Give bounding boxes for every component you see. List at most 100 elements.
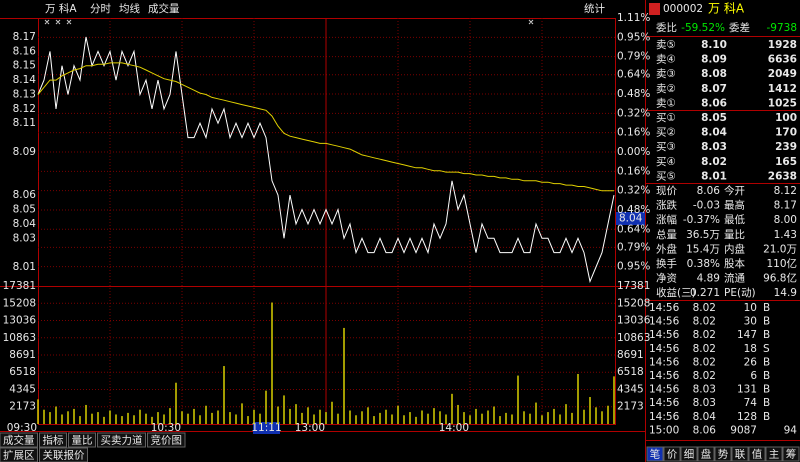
tab-label[interactable]: 扩展区 xyxy=(3,449,35,462)
trade-side: B xyxy=(763,370,770,382)
volume-bar xyxy=(601,411,603,424)
order-price: 8.06 xyxy=(701,97,727,109)
trade-price: 8.02 xyxy=(693,343,716,355)
volume-bar xyxy=(571,412,573,424)
side-tab-label[interactable]: 主 xyxy=(769,449,780,461)
tab-label[interactable]: 买卖力道 xyxy=(101,434,143,447)
order-volume: 170 xyxy=(775,127,797,139)
volume-tick-label: 4345 xyxy=(9,384,36,396)
side-tab[interactable] xyxy=(714,446,732,462)
volume-bar xyxy=(553,408,555,424)
percent-tick-label: 0.48% xyxy=(617,88,650,100)
volume-bar xyxy=(595,407,597,424)
volume-bar xyxy=(319,409,321,424)
volume-bar xyxy=(169,408,171,424)
trade-side: B xyxy=(763,384,770,396)
side-tab-label[interactable]: 细 xyxy=(684,448,695,461)
side-tab-label[interactable]: 价 xyxy=(667,449,678,461)
side-tab[interactable] xyxy=(697,446,715,462)
tab[interactable] xyxy=(0,432,38,448)
volume-bar xyxy=(187,413,189,424)
volume-tick-label: 6518 xyxy=(9,366,36,378)
tab[interactable] xyxy=(97,432,146,448)
trade-price: 8.03 xyxy=(693,384,716,396)
chart-frame xyxy=(38,18,616,425)
order-price: 8.08 xyxy=(701,68,727,80)
trade-time: 14:56 xyxy=(649,316,680,328)
trade-volume: 131 xyxy=(737,384,757,396)
tab-label[interactable]: 竞价图 xyxy=(151,434,183,447)
volume-bar xyxy=(127,412,129,424)
order-volume: 6636 xyxy=(768,54,797,66)
tab-label[interactable]: 成交量 xyxy=(3,434,35,447)
tab[interactable] xyxy=(39,432,67,448)
order-label: 买① xyxy=(656,112,676,124)
stat-value: -0.37% xyxy=(683,214,720,226)
volume-bar xyxy=(115,414,117,424)
volume-bar xyxy=(283,395,285,424)
trade-price: 8.03 xyxy=(693,397,716,409)
stat-label: 外盘 xyxy=(656,242,677,255)
trade-volume: 74 xyxy=(744,397,758,409)
volume-bar xyxy=(67,411,69,424)
side-tab[interactable] xyxy=(765,446,783,462)
trade-volume: 9087 xyxy=(730,424,757,436)
volume-tick-label: 8691 xyxy=(9,349,36,361)
order-label: 买② xyxy=(656,127,676,139)
side-tab-label[interactable]: 盘 xyxy=(701,448,712,461)
volume-bar xyxy=(463,412,465,424)
side-tab[interactable] xyxy=(782,446,800,462)
volume-tick-label: 8691 xyxy=(617,349,644,361)
volume-bar xyxy=(271,302,273,424)
x-tick-label: 10:30 xyxy=(151,422,181,434)
view-option[interactable]: 分时 xyxy=(90,3,111,15)
tab-label[interactable]: 量比 xyxy=(72,434,93,447)
trade-side: B xyxy=(763,329,770,341)
percent-tick-label: 0.79% xyxy=(617,241,650,253)
volume-bar xyxy=(49,412,51,424)
stat-label: 量比 xyxy=(724,228,745,241)
volume-bar xyxy=(145,413,147,424)
tab[interactable] xyxy=(0,447,38,462)
side-tab-label[interactable]: 联 xyxy=(735,449,746,461)
order-volume: 1928 xyxy=(768,39,797,51)
view-option[interactable]: 成交量 xyxy=(148,2,180,15)
volume-bar xyxy=(253,409,255,424)
volume-bar xyxy=(445,414,447,424)
price-tick-label: 8.17 xyxy=(13,31,36,43)
tab[interactable] xyxy=(147,432,186,448)
side-tab-label[interactable]: 值 xyxy=(752,448,763,461)
percent-tick-label: 0.16% xyxy=(617,165,650,177)
stat-label: 收益(三) xyxy=(656,286,696,299)
stat-button[interactable]: 统计 xyxy=(584,2,605,15)
tab[interactable] xyxy=(39,447,88,462)
volume-bar xyxy=(151,416,153,424)
view-option[interactable]: 均线 xyxy=(119,2,140,15)
volume-bar xyxy=(229,412,231,424)
tab[interactable] xyxy=(68,432,96,448)
price-tick-label: 8.12 xyxy=(13,103,36,115)
trade-time: 14:56 xyxy=(649,329,680,341)
side-tab-label[interactable]: 筹 xyxy=(786,448,797,461)
side-tab[interactable] xyxy=(646,446,664,462)
stat-label: 换手 xyxy=(656,257,677,270)
tab-label[interactable]: 关联报价 xyxy=(43,449,85,462)
side-tab[interactable] xyxy=(748,446,766,462)
trade-time: 14:56 xyxy=(649,370,680,382)
stock-name: 万 科A xyxy=(45,2,77,15)
volume-bar xyxy=(499,416,501,424)
stat-label: 股本 xyxy=(724,257,745,270)
tab-label[interactable]: 指标 xyxy=(43,434,64,447)
side-tab-label[interactable]: 笔 xyxy=(650,448,661,461)
trade-price: 8.06 xyxy=(693,424,717,436)
trade-volume: 6 xyxy=(750,370,757,382)
ratio-value: -59.52% xyxy=(681,22,725,34)
side-tab[interactable] xyxy=(680,446,698,462)
volume-bar xyxy=(103,416,105,424)
trade-price: 8.02 xyxy=(693,329,716,341)
side-tab-label[interactable]: 势 xyxy=(718,448,729,461)
side-tab[interactable] xyxy=(731,446,749,462)
side-tab[interactable] xyxy=(663,446,681,462)
volume-bar xyxy=(541,415,543,424)
